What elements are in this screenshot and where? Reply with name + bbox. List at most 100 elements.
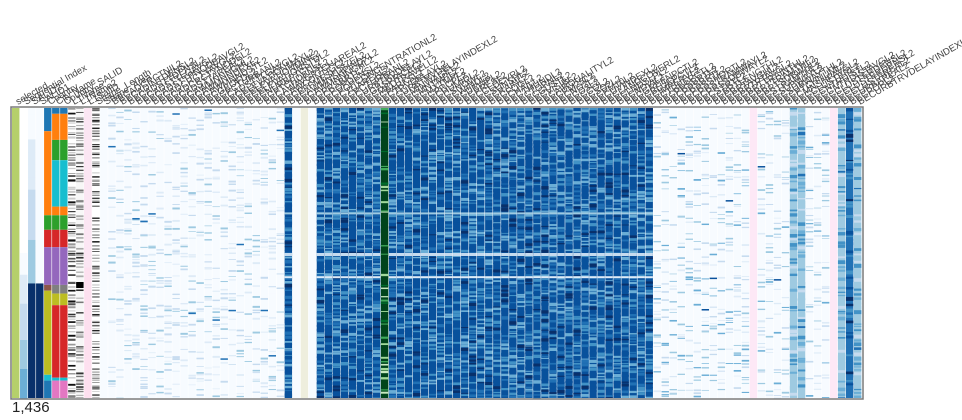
heatmap-column [589,108,597,398]
heatmap-column [821,108,830,398]
heatmap-column [701,108,710,398]
heatmap-column [108,108,116,398]
heatmap-column [605,108,613,398]
heatmap-column [757,108,766,398]
heatmap-column [292,108,301,398]
heatmap-column [517,108,525,399]
heatmap-column [276,108,285,398]
heatmap-column [28,108,36,398]
heatmap-column [372,108,381,399]
heatmap-column [541,108,549,398]
heatmap-column [725,108,734,398]
heatmap-column [348,108,357,398]
heatmap-column [837,108,846,398]
heatmap-column [677,108,685,398]
heatmap-column [661,108,669,398]
heatmap-column [573,108,581,398]
heatmap-column [188,108,196,398]
heatmap-column [597,108,605,398]
heatmap-column [781,108,790,398]
heatmap-column [501,108,509,398]
heatmap-column [260,108,268,398]
heatmap-column [36,108,44,398]
cell-selected [12,108,20,398]
heatmap-column [220,108,228,399]
heatmap-column [621,108,629,398]
heatmap-column [613,108,621,398]
heatmap-column [148,108,156,398]
heatmap-column [693,108,702,398]
heatmap-column [773,108,782,399]
heatmap-column [132,108,140,398]
heatmap-column [853,108,862,398]
heatmap-column [685,108,693,398]
heatmap-column [645,108,653,398]
heatmap-column [717,108,726,398]
heatmap-column [412,108,421,398]
heatmap-column [461,108,469,399]
heatmap-column [789,108,798,398]
heatmap-column [565,108,573,398]
heatmap-column [212,108,220,398]
heatmap-column [629,108,637,398]
heatmap-column [653,108,661,398]
heatmap-column [252,108,260,398]
heatmap-column [84,108,92,398]
heatmap-column [60,108,68,398]
heatmap-columns [12,108,862,399]
heatmap-column [20,108,28,399]
heatmap-column [12,108,20,398]
heatmap-column [284,108,293,398]
heatmap-column [533,108,541,399]
heatmap-column [709,108,718,398]
heatmap-column [669,108,677,398]
heatmap-column [100,108,108,398]
heatmap-column [236,108,244,398]
heatmap-column [44,108,52,398]
heatmap-column [172,108,180,398]
heatmap-column [477,108,485,398]
heatmap-column [765,108,774,398]
heatmap-column [557,108,565,398]
heatmap-column [68,108,76,398]
heatmap-column [396,108,405,398]
row-count: 1,436 [12,399,50,416]
heatmap-column [493,108,501,398]
heatmap-column [525,108,533,398]
heatmap-column [308,108,317,398]
heatmap-column [813,108,822,398]
heatmap-column [340,108,349,398]
heatmap-column [749,108,758,398]
heatmap-column [364,108,373,398]
heatmap-column [453,108,461,398]
heatmap-column [324,108,333,398]
heatmap-column [116,108,124,399]
heatmap-column [845,108,854,398]
heatmap-column [428,108,437,398]
heatmap-column [469,108,477,398]
heatmap-column [356,108,365,398]
heatmap-column [437,108,445,398]
heatmap-column [637,108,645,399]
heatmap-column [445,108,453,398]
heatmap-frame [10,106,864,400]
heatmap-column [332,108,341,398]
heatmap-column [140,108,148,398]
heatmap-column [733,108,742,398]
heatmap-column [388,108,397,398]
heatmap-column [581,108,589,399]
heatmap-column [300,108,309,398]
heatmap-column [124,108,132,398]
heatmap-column [244,108,252,398]
heatmap-column [76,108,84,398]
heatmap-column [380,108,389,398]
heatmap-column [404,108,413,398]
heatmap-column [228,108,236,398]
heatmap-column [509,108,517,398]
heatmap-column [741,108,750,398]
heatmap-column [829,108,838,398]
heatmap-column [204,108,212,398]
heatmap-column [92,108,100,398]
heatmap-column [196,108,204,398]
